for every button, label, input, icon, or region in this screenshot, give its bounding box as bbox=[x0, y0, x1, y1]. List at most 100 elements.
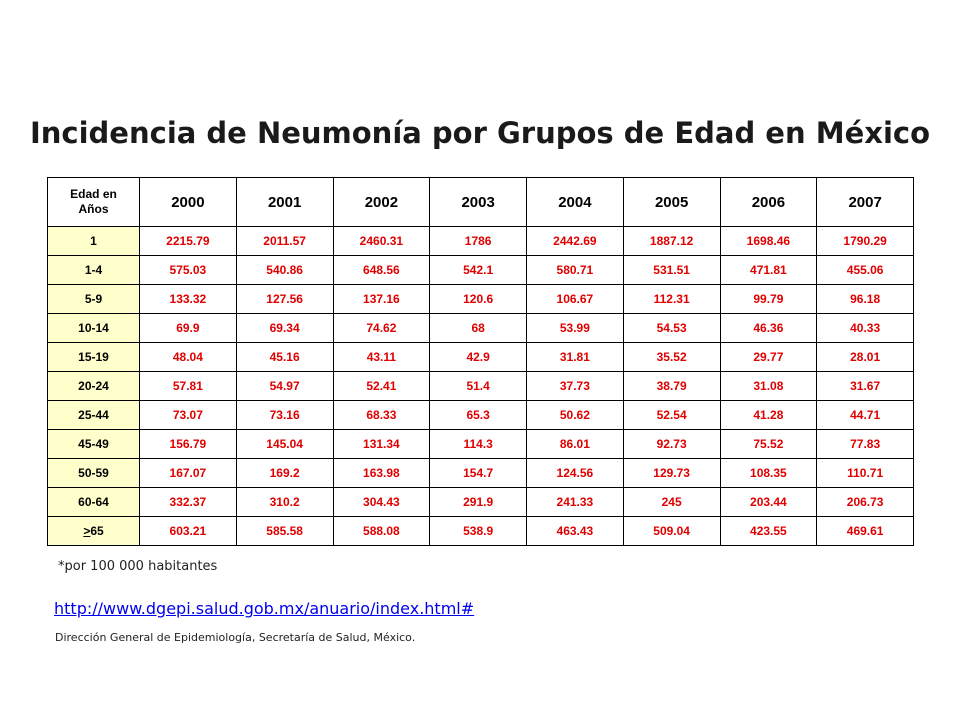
incidence-value-cell: 206.73 bbox=[816, 487, 914, 517]
incidence-value-cell: 114.3 bbox=[429, 429, 527, 459]
incidence-table: Edad en Años 2000 2001 2002 2003 2004 2005 200… bbox=[47, 177, 914, 546]
table-header: Edad en Años 2000 2001 2002 2003 2004 2005 200… bbox=[47, 177, 914, 227]
incidence-value-cell: 44.71 bbox=[816, 400, 914, 430]
age-group-cell: 5-9 bbox=[47, 284, 140, 314]
incidence-value-cell: 648.56 bbox=[332, 255, 431, 285]
incidence-value-cell: 1790.29 bbox=[816, 226, 914, 256]
year-header: 2003 bbox=[429, 177, 527, 227]
incidence-value-cell: 469.61 bbox=[816, 516, 914, 546]
table-row: 1 2215.79 2011.57 2460.31 1786 2442.69 1887.12… bbox=[47, 226, 914, 256]
incidence-value-cell: 29.77 bbox=[719, 342, 818, 372]
incidence-value-cell: 53.99 bbox=[526, 313, 624, 343]
table-body: 1 2215.79 2011.57 2460.31 1786 2442.69 1887.12… bbox=[47, 226, 914, 546]
year-header: 2001 bbox=[235, 177, 334, 227]
incidence-value-cell: 69.34 bbox=[235, 313, 334, 343]
incidence-value-cell: 92.73 bbox=[622, 429, 721, 459]
header-row: Edad en Años 2000 2001 2002 2003 2004 2005 200… bbox=[47, 177, 914, 227]
incidence-value-cell: 31.81 bbox=[526, 342, 624, 372]
source-link[interactable]: http://www.dgepi.salud.gob.mx/anuario/in… bbox=[54, 599, 475, 618]
incidence-value-cell: 75.52 bbox=[719, 429, 818, 459]
incidence-value-cell: 28.01 bbox=[816, 342, 914, 372]
incidence-value-cell: 2460.31 bbox=[332, 226, 431, 256]
incidence-value-cell: 156.79 bbox=[139, 429, 237, 459]
incidence-value-cell: 154.7 bbox=[429, 458, 527, 488]
incidence-value-cell: 124.56 bbox=[526, 458, 624, 488]
incidence-value-cell: 41.28 bbox=[719, 400, 818, 430]
incidence-value-cell: 1887.12 bbox=[622, 226, 721, 256]
page-title: Incidencia de Neumonía por Grupos de Eda… bbox=[29, 116, 931, 150]
incidence-value-cell: 74.62 bbox=[332, 313, 431, 343]
table-row: 10-14 69.9 69.34 74.62 68 53.99 54.53 46.36 40.3… bbox=[47, 313, 914, 343]
incidence-value-cell: 43.11 bbox=[332, 342, 431, 372]
incidence-value-cell: 1786 bbox=[429, 226, 527, 256]
incidence-value-cell: 54.97 bbox=[235, 371, 334, 401]
age-group-cell: 50-59 bbox=[47, 458, 140, 488]
incidence-value-cell: 112.31 bbox=[622, 284, 721, 314]
incidence-value-cell: 54.53 bbox=[622, 313, 721, 343]
incidence-value-cell: 291.9 bbox=[429, 487, 527, 517]
incidence-value-cell: 37.73 bbox=[526, 371, 624, 401]
incidence-value-cell: 137.16 bbox=[332, 284, 431, 314]
incidence-value-cell: 167.07 bbox=[139, 458, 237, 488]
incidence-value-cell: 588.08 bbox=[332, 516, 431, 546]
incidence-value-cell: 99.79 bbox=[719, 284, 818, 314]
year-header: 2004 bbox=[526, 177, 624, 227]
age-group-cell: 15-19 bbox=[47, 342, 140, 372]
incidence-value-cell: 145.04 bbox=[235, 429, 334, 459]
incidence-value-cell: 52.54 bbox=[622, 400, 721, 430]
incidence-value-cell: 40.33 bbox=[816, 313, 914, 343]
year-header: 2005 bbox=[622, 177, 721, 227]
incidence-value-cell: 120.6 bbox=[429, 284, 527, 314]
table-row: 20-24 57.81 54.97 52.41 51.4 37.73 38.79 31.08 3… bbox=[47, 371, 914, 401]
incidence-value-cell: 48.04 bbox=[139, 342, 237, 372]
incidence-value-cell: 110.71 bbox=[816, 458, 914, 488]
incidence-value-cell: 96.18 bbox=[816, 284, 914, 314]
age-group-cell: 20-24 bbox=[47, 371, 140, 401]
incidence-value-cell: 46.36 bbox=[719, 313, 818, 343]
incidence-value-cell: 304.43 bbox=[332, 487, 431, 517]
incidence-value-cell: 86.01 bbox=[526, 429, 624, 459]
incidence-value-cell: 42.9 bbox=[429, 342, 527, 372]
age-group-cell: 1 bbox=[47, 226, 140, 256]
incidence-value-cell: 603.21 bbox=[139, 516, 237, 546]
incidence-value-cell: 52.41 bbox=[332, 371, 431, 401]
incidence-value-cell: 509.04 bbox=[622, 516, 721, 546]
incidence-value-cell: 77.83 bbox=[816, 429, 914, 459]
incidence-value-cell: 45.16 bbox=[235, 342, 334, 372]
incidence-value-cell: 540.86 bbox=[235, 255, 334, 285]
table-row: >65 603.21 585.58 588.08 538.9 463.43 509.04 42… bbox=[47, 516, 914, 546]
incidence-value-cell: 38.79 bbox=[622, 371, 721, 401]
incidence-value-cell: 332.37 bbox=[139, 487, 237, 517]
incidence-value-cell: 575.03 bbox=[139, 255, 237, 285]
age-value: 65 bbox=[90, 524, 104, 538]
year-header: 2002 bbox=[332, 177, 431, 227]
incidence-value-cell: 133.32 bbox=[139, 284, 237, 314]
table-row: 60-64 332.37 310.2 304.43 291.9 241.33 245 203.… bbox=[47, 487, 914, 517]
incidence-value-cell: 31.67 bbox=[816, 371, 914, 401]
incidence-value-cell: 68 bbox=[429, 313, 527, 343]
age-header-line2: Años bbox=[78, 202, 109, 216]
incidence-value-cell: 1698.46 bbox=[719, 226, 818, 256]
incidence-value-cell: 2442.69 bbox=[526, 226, 624, 256]
table-row: 15-19 48.04 45.16 43.11 42.9 31.81 35.52 29.77 2… bbox=[47, 342, 914, 372]
incidence-value-cell: 2215.79 bbox=[139, 226, 237, 256]
age-group-cell: 60-64 bbox=[47, 487, 140, 517]
age-mark: > bbox=[83, 524, 91, 538]
incidence-value-cell: 538.9 bbox=[429, 516, 527, 546]
age-group-cell: 25-44 bbox=[47, 400, 140, 430]
incidence-value-cell: 50.62 bbox=[526, 400, 624, 430]
age-group-cell: 1-4 bbox=[47, 255, 140, 285]
incidence-value-cell: 310.2 bbox=[235, 487, 334, 517]
incidence-value-cell: 585.58 bbox=[235, 516, 334, 546]
incidence-value-cell: 455.06 bbox=[816, 255, 914, 285]
incidence-value-cell: 241.33 bbox=[526, 487, 624, 517]
age-group-cell: >65 bbox=[47, 516, 140, 546]
table-row: 5-9 133.32 127.56 137.16 120.6 106.67 112.31 99… bbox=[47, 284, 914, 314]
incidence-value-cell: 35.52 bbox=[622, 342, 721, 372]
table-row: 1-4 575.03 540.86 648.56 542.1 580.71 531.51 47… bbox=[47, 255, 914, 285]
year-header: 2000 bbox=[139, 177, 237, 227]
incidence-value-cell: 542.1 bbox=[429, 255, 527, 285]
incidence-value-cell: 2011.57 bbox=[235, 226, 334, 256]
incidence-value-cell: 423.55 bbox=[719, 516, 818, 546]
incidence-value-cell: 169.2 bbox=[235, 458, 334, 488]
